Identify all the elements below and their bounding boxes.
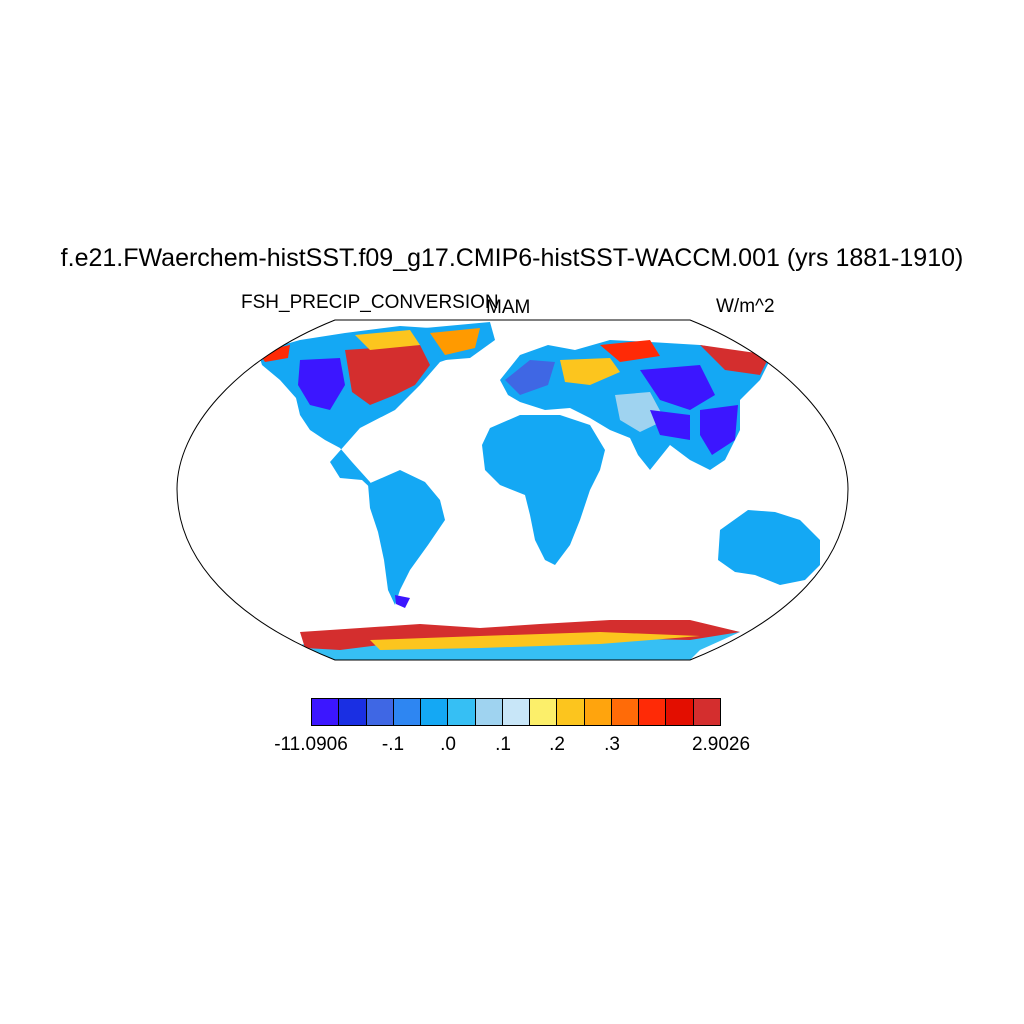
colorbar-swatch [557, 699, 585, 725]
colorbar-swatch [393, 699, 422, 725]
colorbar-swatch [448, 699, 476, 725]
colorbar-swatch [693, 699, 720, 725]
colorbar-tick-label: .0 [440, 734, 456, 755]
colorbar-tick-label: .1 [495, 734, 511, 755]
plot-title: f.e21.FWaerchem-histSST.f09_g17.CMIP6-hi… [60, 244, 964, 272]
season-label: MAM [486, 297, 531, 318]
colorbar-swatch [584, 699, 612, 725]
colorbar-swatch [502, 699, 531, 725]
colorbar-swatch [312, 699, 340, 725]
units-label: W/m^2 [716, 296, 775, 317]
south-america-landmass [368, 470, 445, 605]
colorbar-swatch [639, 699, 667, 725]
colorbar-tick-label: .3 [604, 734, 620, 755]
africa-landmass [482, 415, 605, 565]
map-border [176, 319, 849, 661]
colorbar-swatch [666, 699, 694, 725]
colorbar-swatch [475, 699, 503, 725]
colorbar [311, 698, 721, 726]
colorbar-swatch [530, 699, 558, 725]
colorbar-tick-label: 2.9026 [691, 734, 751, 755]
colorbar-swatch [339, 699, 367, 725]
colorbar-swatch [421, 699, 449, 725]
colorbar-swatch [611, 699, 640, 725]
variable-label: FSH_PRECIP_CONVERSION [241, 292, 499, 313]
australia-landmass [718, 510, 820, 585]
colorbar-tick-label: -.1 [381, 734, 405, 755]
colorbar-tick-label: .2 [549, 734, 565, 755]
colorbar-swatch [366, 699, 394, 725]
colorbar-tick-label: -11.0906 [274, 734, 348, 755]
